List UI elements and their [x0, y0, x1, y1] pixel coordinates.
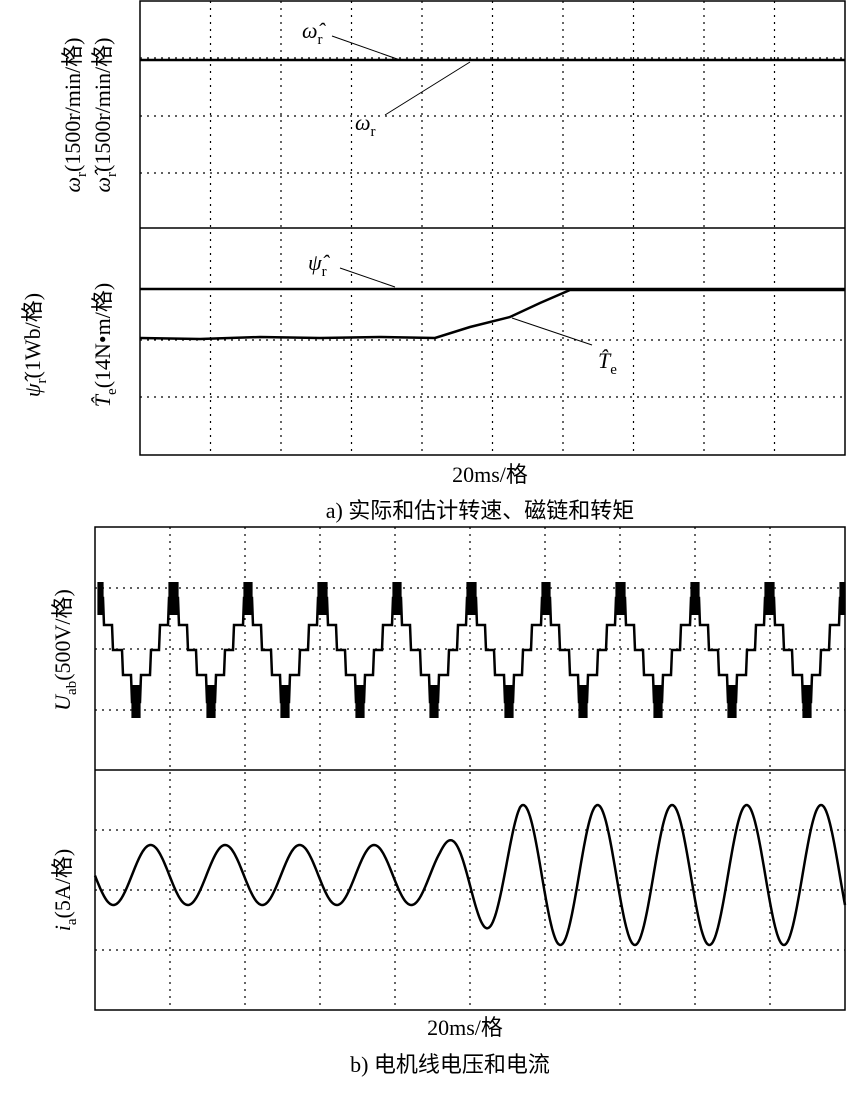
subscript: r [322, 264, 327, 280]
unit: (1500r/min/格) [90, 38, 115, 172]
subscript: e [104, 388, 120, 395]
unit: (14N•m/格) [90, 283, 115, 388]
leader-line [339, 267, 396, 288]
y-label: T̂e(14N•m/格) [90, 283, 120, 407]
subscript: r [104, 172, 120, 177]
annotation: ω̂r [302, 18, 327, 48]
symbol: ψ̂ [308, 250, 331, 275]
torque-trace [139, 288, 845, 341]
symbol: T̂ [90, 393, 115, 407]
symbol: ω̂ [302, 18, 327, 43]
annotation: ωr [355, 110, 376, 140]
annotation: ψ̂r [308, 250, 331, 280]
unit: (500V/格) [50, 589, 75, 681]
y-label: ψ̂r(1Wb/格) [20, 293, 50, 397]
x-label: 20ms/格 [427, 1015, 503, 1040]
leader-line [511, 317, 593, 346]
symbol: i [50, 925, 75, 931]
annotation: T̂e [598, 348, 617, 378]
y-label: Uab(500V/格) [50, 589, 80, 711]
waveforms [93, 1, 847, 1010]
y-label: ia(5A/格) [50, 849, 80, 931]
subscript: r [371, 124, 376, 140]
subscript: r [74, 172, 90, 177]
symbol: ω [355, 110, 371, 135]
current-trace [93, 803, 847, 947]
symbol: T̂ [598, 348, 612, 373]
voltage-trace [98, 596, 845, 704]
leader-line [331, 35, 401, 61]
caption: a) 实际和估计转速、磁链和转矩 [326, 498, 635, 523]
symbol: U [50, 693, 75, 711]
y-label: ω̂r(1500r/min/格) [90, 38, 120, 193]
subscript: a [64, 918, 80, 925]
unit: (1Wb/格) [20, 293, 45, 379]
leader-line [384, 61, 471, 116]
unit: (1500r/min/格) [60, 38, 85, 172]
subscript: e [610, 362, 617, 378]
symbol: ω [60, 177, 85, 193]
caption: b) 电机线电压和电流 [350, 1052, 550, 1077]
subscript: ab [64, 681, 80, 695]
y-label: ωr(1500r/min/格) [60, 38, 90, 193]
unit: (5A/格) [50, 849, 75, 919]
subscript: r [34, 378, 50, 383]
subscript: r [318, 32, 323, 48]
x-label: 20ms/格 [452, 462, 528, 487]
